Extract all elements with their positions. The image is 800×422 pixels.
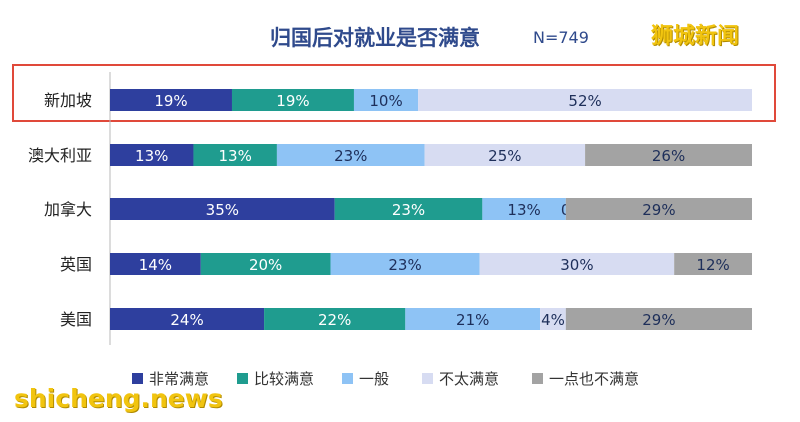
data-label: 23% <box>392 201 425 219</box>
data-label: 25% <box>488 147 521 165</box>
bar-segment <box>353 89 419 111</box>
legend-label: 一般 <box>359 370 389 388</box>
category-label: 新加坡 <box>44 91 92 110</box>
legend-label: 比较满意 <box>254 370 314 388</box>
category-label: 美国 <box>60 310 92 329</box>
category-label: 英国 <box>60 255 92 274</box>
data-label: 14% <box>139 256 172 274</box>
bar-segment <box>276 144 425 166</box>
data-label: 20% <box>249 256 282 274</box>
bar-segment <box>110 89 232 111</box>
bar-segment <box>110 253 201 275</box>
data-label: 24% <box>170 311 203 329</box>
bar-segment <box>264 308 406 330</box>
legend-swatch <box>342 373 353 384</box>
legend-swatch <box>532 373 543 384</box>
bar-segment <box>110 308 265 330</box>
watermark: shicheng.news <box>14 384 223 413</box>
bar-segment <box>540 308 566 330</box>
bar-segment <box>193 144 277 166</box>
legend-swatch <box>237 373 248 384</box>
bar-segment <box>334 198 483 220</box>
data-label: 19% <box>154 92 187 110</box>
bar-segment <box>330 253 480 275</box>
bar-segment <box>110 144 194 166</box>
data-label: 52% <box>568 92 601 110</box>
bar-segment <box>565 308 752 330</box>
category-label: 加拿大 <box>44 200 92 219</box>
legend-label: 非常满意 <box>149 370 209 388</box>
bar-segment <box>674 253 752 275</box>
data-label: 4% <box>541 311 565 329</box>
bar-segment <box>231 89 354 111</box>
data-label: 13% <box>219 147 252 165</box>
data-label: 13% <box>507 201 540 219</box>
legend-swatch <box>422 373 433 384</box>
data-label: 23% <box>334 147 367 165</box>
brand-logo: 狮城新闻 <box>651 24 740 49</box>
legend-label: 一点也不满意 <box>549 370 639 388</box>
bar-segment <box>418 89 752 111</box>
data-label: 19% <box>276 92 309 110</box>
data-label: 10% <box>369 92 402 110</box>
data-label: 23% <box>388 256 421 274</box>
category-label: 澳大利亚 <box>28 146 92 165</box>
bar-segment <box>565 198 752 220</box>
bar-segment <box>110 198 335 220</box>
data-label: 29% <box>642 201 675 219</box>
data-label: 21% <box>456 311 489 329</box>
data-label: 12% <box>696 256 729 274</box>
bar-segment <box>200 253 331 275</box>
sample-size-label: N=749 <box>533 28 589 47</box>
legend-swatch <box>132 373 143 384</box>
bar-segment <box>424 144 586 166</box>
bar-segment <box>405 308 541 330</box>
bar-segment <box>482 198 566 220</box>
bar-segment <box>479 253 675 275</box>
data-label: 22% <box>318 311 351 329</box>
chart-title: 归国后对就业是否满意 <box>270 26 480 50</box>
data-label: 29% <box>642 311 675 329</box>
data-label: 35% <box>206 201 239 219</box>
highlight-box <box>12 64 776 122</box>
data-label: 13% <box>135 147 168 165</box>
legend-label: 不太满意 <box>439 370 499 388</box>
bar-segment <box>585 144 752 166</box>
data-label: 30% <box>560 256 593 274</box>
data-label: 26% <box>652 147 685 165</box>
